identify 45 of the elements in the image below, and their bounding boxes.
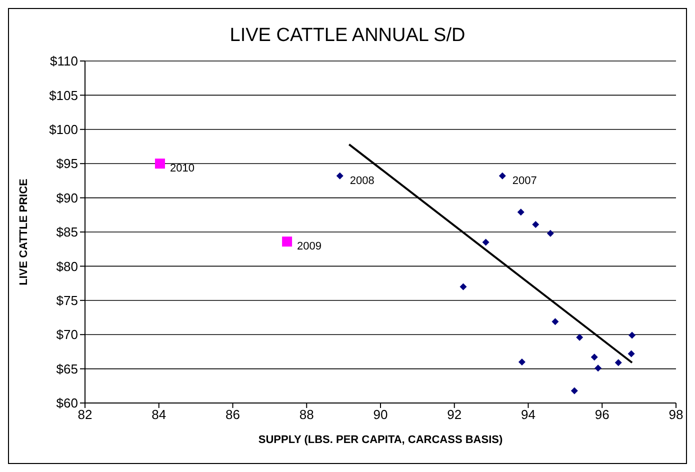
- x-tick-label: 84: [152, 407, 166, 422]
- point: [518, 358, 526, 366]
- y-tick-label: $70: [56, 327, 78, 342]
- point: [594, 364, 602, 372]
- x-tick-label: 96: [594, 407, 610, 422]
- y-tick-label: $75: [56, 293, 78, 308]
- point: [532, 220, 540, 228]
- y-tick-label: $110: [50, 54, 78, 69]
- point: [336, 172, 344, 180]
- point: [570, 387, 578, 394]
- point: [576, 334, 584, 341]
- point: [460, 283, 467, 290]
- annotation: 2010: [170, 162, 194, 175]
- y-tick-label: $100: [49, 122, 78, 138]
- y-axis-title: LIVE CATTLE PRICE: [18, 178, 30, 286]
- point: [498, 172, 506, 180]
- x-tick-label: 82: [78, 407, 92, 422]
- y-tick-label: $60: [56, 396, 78, 411]
- point: [282, 236, 292, 247]
- point: [552, 318, 559, 326]
- y-tick-label: $85: [56, 224, 78, 240]
- point: [614, 359, 622, 366]
- point: [628, 350, 635, 358]
- point: [628, 332, 636, 339]
- point: [154, 158, 165, 169]
- x-tick-label: 98: [668, 407, 684, 422]
- point: [590, 354, 598, 361]
- annotation: 2007: [512, 174, 537, 187]
- x-tick-label: 86: [226, 407, 240, 422]
- x-axis-title: SUPPLY (LBS. PER CAPITA, CARCASS BASIS): [258, 434, 503, 446]
- x-tick-label: 90: [373, 407, 388, 422]
- annotation: 2008: [350, 174, 374, 187]
- y-tick-label: $95: [56, 156, 78, 172]
- y-tick-label: $90: [56, 190, 78, 206]
- annotation: 2009: [297, 240, 322, 253]
- y-tick-label: $65: [56, 361, 78, 376]
- y-tick-label: $105: [49, 88, 78, 103]
- point: [546, 230, 554, 237]
- chart-title: LIVE CATTLE ANNUAL S/D: [228, 25, 466, 47]
- x-tick-label: 92: [447, 407, 462, 422]
- point: [517, 208, 524, 216]
- x-tick-label: 94: [521, 407, 536, 422]
- x-tick-label: 88: [299, 407, 314, 422]
- y-tick-label: $80: [56, 258, 78, 274]
- point: [482, 238, 490, 246]
